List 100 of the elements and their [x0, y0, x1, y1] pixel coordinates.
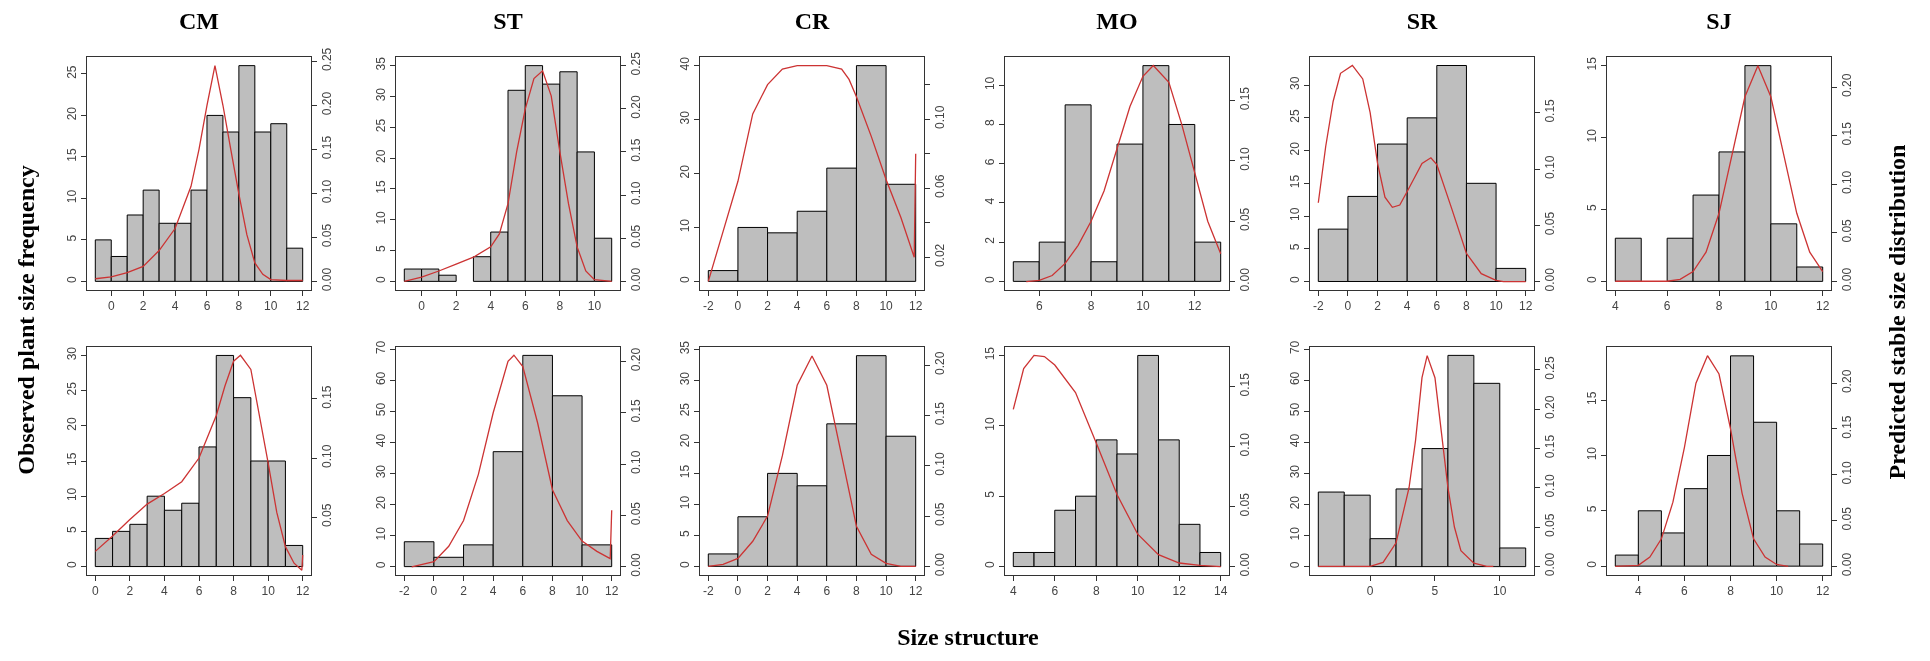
- y-tick-label: 0: [1585, 560, 1600, 568]
- y2-tick-label: 0.05: [1543, 211, 1558, 236]
- x-tick-label: 0: [734, 299, 742, 314]
- x-tick-label: 12: [1172, 584, 1187, 599]
- y-tick-label: 40: [374, 433, 389, 448]
- x-tick-label: 0: [418, 299, 426, 314]
- chart-title: CR: [794, 8, 830, 35]
- y2-tick-label: 0.20: [1840, 73, 1855, 97]
- y2-tick-label: 0.10: [1238, 432, 1253, 457]
- x-tick-label: 8: [230, 584, 238, 599]
- x-tick-label: 6: [203, 299, 211, 314]
- y2-tick-label: 0.05: [320, 223, 335, 248]
- y-tick-label: 5: [678, 529, 693, 537]
- y-tick-label: 0: [374, 561, 389, 569]
- x-tick-label: 4: [489, 584, 497, 599]
- y2-tick-label: 0.25: [1543, 356, 1558, 380]
- x-tick-label: 8: [1092, 584, 1100, 599]
- x-tick-label: 10: [879, 584, 894, 599]
- y-tick-label: 20: [65, 106, 80, 121]
- x-tick-label: 6: [519, 584, 527, 599]
- x-tick-label: 4: [1403, 299, 1411, 314]
- x-tick-label: 6: [1681, 584, 1689, 599]
- y2-tick-label: 0.25: [320, 47, 335, 72]
- y2-tick-label: 0.05: [1238, 207, 1253, 232]
- x-tick-label: 4: [1611, 299, 1619, 314]
- y2-tick-label: 0.25: [629, 51, 644, 76]
- x-tick-label: -2: [702, 299, 714, 314]
- x-tick-label: 10: [1136, 299, 1150, 314]
- chart-title: MO: [1096, 8, 1138, 35]
- y2-tick-label: 0.00: [1543, 267, 1558, 292]
- text: Observed plant size frequency: [12, 165, 40, 475]
- x-tick-label: 10: [261, 584, 276, 599]
- line-series: [1317, 64, 1527, 283]
- y-tick-label: 30: [1288, 76, 1303, 91]
- y-tick-label: 6: [983, 158, 998, 166]
- x-tick-label: 0: [430, 584, 438, 599]
- y2-tick-label: 0.05: [320, 503, 335, 527]
- x-tick-label: 0: [1344, 299, 1352, 314]
- line-series: [94, 354, 304, 571]
- y2-tick-label: 0.15: [1238, 372, 1253, 397]
- text: Size structure: [897, 623, 1039, 651]
- y-tick-label: 40: [1288, 433, 1303, 448]
- y2-tick-label: 0.05: [1840, 218, 1855, 243]
- y2-tick-label: 0.00: [629, 267, 644, 292]
- x-tick-label: 4: [1635, 584, 1642, 599]
- y2-tick-label: 0.06: [933, 174, 948, 199]
- x-tick-label: 6: [521, 299, 529, 314]
- y-tick-label: 10: [65, 487, 80, 502]
- y-tick-label: 15: [65, 148, 80, 162]
- y-tick-label: 10: [1288, 526, 1303, 541]
- y-tick-label: 30: [374, 87, 389, 102]
- y-tick-label: 50: [1288, 402, 1303, 417]
- y-tick-label: 15: [983, 346, 998, 361]
- y2-tick-label: 0.10: [1543, 155, 1558, 179]
- y-tick-label: 10: [983, 76, 998, 91]
- x-tick-label: 10: [1769, 584, 1784, 599]
- x-tick-label: 4: [161, 584, 169, 599]
- x-tick-label: 4: [171, 299, 179, 314]
- y-tick-label: 30: [374, 464, 389, 479]
- x-tick-label: -2: [702, 584, 714, 599]
- y-tick-label: 10: [1585, 128, 1600, 143]
- y-tick-label: 0: [374, 275, 389, 283]
- x-tick-label: 4: [487, 299, 495, 314]
- line-series: [707, 355, 917, 568]
- x-tick-label: 10: [1131, 584, 1145, 599]
- y-tick-label: 35: [374, 56, 389, 71]
- y2-tick-label: 0.05: [1543, 513, 1558, 537]
- y2-tick-label: 0.10: [1238, 147, 1253, 171]
- x-tick-label: 2: [460, 584, 468, 599]
- y2-tick-label: 0.20: [1840, 369, 1855, 394]
- x-tick-label: 0: [1366, 584, 1374, 599]
- y-tick-label: 5: [1585, 505, 1600, 513]
- x-tick-label: 10: [587, 299, 602, 314]
- x-tick-label: 10: [1764, 299, 1778, 314]
- chart-title: SJ: [1706, 8, 1732, 35]
- y-tick-label: 15: [678, 464, 693, 479]
- x-tick-label: 2: [764, 584, 772, 599]
- y-tick-label: 50: [374, 402, 389, 417]
- y2-tick-label: 0.10: [629, 450, 644, 474]
- x-tick-label: 10: [879, 299, 894, 314]
- y-tick-label: 10: [983, 417, 998, 431]
- chart-title: SR: [1406, 8, 1438, 35]
- y-tick-label: 25: [65, 381, 80, 396]
- y-tick-label: 2: [983, 236, 998, 244]
- line-series: [707, 64, 917, 283]
- y2-tick-label: 0.05: [629, 224, 644, 249]
- y2-tick-label: 0.00: [933, 552, 948, 577]
- x-tick-label: 2: [126, 584, 134, 599]
- x-tick-label: 6: [823, 299, 831, 314]
- x-tick-label: -2: [1312, 299, 1324, 314]
- x-tick-label: 0: [91, 584, 99, 599]
- y-tick-label: 25: [65, 65, 80, 79]
- y-tick-label: 15: [1585, 391, 1600, 406]
- y2-tick-label: 0.10: [1840, 460, 1855, 485]
- x-tick-label: 8: [1715, 299, 1723, 314]
- x-tick-label: 12: [296, 584, 310, 599]
- y2-tick-label: 0.15: [629, 398, 644, 423]
- x-tick-label: 6: [823, 584, 831, 599]
- chart-title: CM: [179, 8, 219, 35]
- y2-tick-label: 0.15: [1840, 415, 1855, 439]
